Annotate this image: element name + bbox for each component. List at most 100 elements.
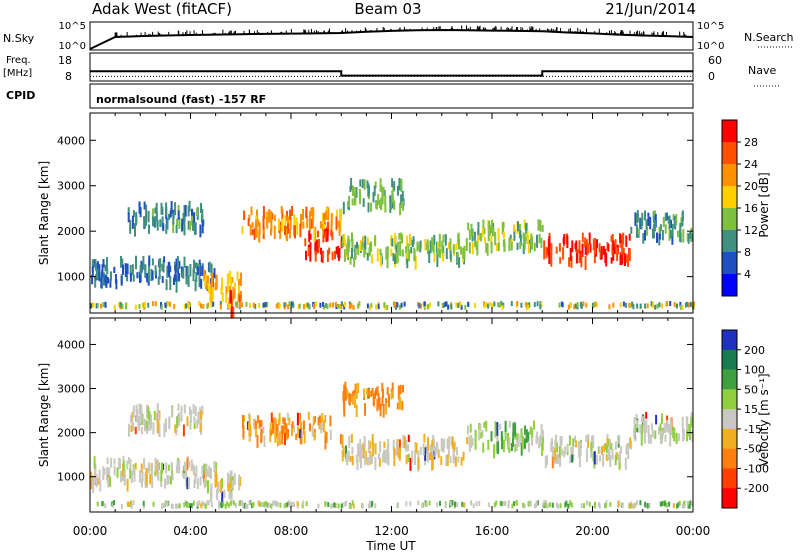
data-cell: [424, 447, 427, 461]
ground-scatter-cell: [219, 304, 222, 310]
ground-scatter-cell: [384, 304, 387, 310]
data-cell: [227, 483, 230, 492]
ground-scatter-cell: [636, 303, 639, 309]
ground-scatter-cell: [235, 301, 237, 307]
ground-scatter-cell: [348, 301, 351, 307]
ground-scatter-cell: [632, 304, 635, 310]
data-cell: [650, 423, 653, 431]
ground-scatter-cell: [202, 303, 205, 309]
data-cell: [517, 433, 520, 447]
data-cell: [142, 256, 145, 270]
data-cell: [143, 418, 146, 432]
data-cell: [559, 436, 562, 446]
data-cell: [579, 250, 582, 264]
data-cell: [231, 295, 234, 303]
data-cell: [287, 216, 290, 230]
data-cell: [528, 243, 530, 254]
ground-scatter-cell: [270, 503, 273, 509]
ground-scatter-cell: [497, 302, 500, 308]
data-cell: [213, 461, 216, 472]
data-cell: [380, 202, 383, 211]
data-cell: [159, 219, 162, 227]
data-cell: [189, 420, 192, 430]
data-cell: [221, 277, 224, 292]
ground-scatter-cell: [152, 501, 155, 507]
data-cell: [490, 235, 493, 247]
data-cell: [571, 240, 574, 253]
ground-scatter-cell: [266, 502, 269, 508]
data-cell: [270, 222, 273, 233]
data-cell: [504, 426, 507, 441]
data-cell: [568, 435, 571, 446]
data-cell: [363, 241, 366, 250]
data-cell: [598, 446, 601, 454]
ground-scatter-cell: [467, 301, 470, 307]
velocity-colorbar-tick-label: 50: [744, 383, 758, 396]
data-cell: [342, 391, 345, 402]
velocity-colorbar-tick-label: 15: [744, 403, 758, 416]
data-cell: [679, 223, 682, 234]
data-cell: [132, 274, 135, 282]
data-cell: [350, 433, 353, 443]
data-cell: [187, 275, 190, 287]
velocity-colorbar-tick-label: 200: [744, 344, 765, 357]
ground-scatter-cell: [229, 500, 232, 506]
ground-scatter-cell: [249, 302, 252, 308]
ground-scatter-cell: [541, 502, 544, 508]
data-cell: [274, 417, 277, 431]
data-cell: [204, 278, 207, 287]
data-cell: [258, 222, 261, 235]
ground-scatter-cell: [461, 501, 464, 507]
data-cell: [135, 404, 138, 413]
ground-scatter-cell: [138, 303, 141, 309]
data-cell: [478, 422, 481, 430]
data-cell: [689, 232, 692, 239]
data-cell: [342, 234, 344, 248]
ground-scatter-cell: [330, 503, 333, 509]
ground-scatter-cell: [679, 301, 682, 307]
data-cell: [433, 234, 436, 245]
freq-trace: [90, 70, 693, 77]
data-cell: [319, 221, 322, 229]
ground-scatter-cell: [120, 503, 123, 509]
ground-scatter-cell: [673, 302, 676, 308]
data-cell: [104, 275, 107, 283]
data-cell: [341, 434, 344, 448]
data-cell: [353, 257, 356, 268]
ground-scatter-cell: [200, 303, 202, 309]
data-cell: [154, 265, 157, 276]
ground-scatter-cell: [183, 304, 186, 310]
data-cell: [486, 242, 489, 256]
data-cell: [356, 241, 358, 249]
data-cell: [468, 229, 471, 241]
data-cell: [649, 216, 652, 230]
data-cell: [351, 455, 354, 466]
ground-scatter-cell: [258, 303, 261, 309]
data-cell: [183, 404, 186, 414]
data-cell: [338, 222, 341, 237]
data-cell: [304, 238, 307, 247]
data-cell: [322, 420, 325, 433]
ground-scatter-cell: [243, 503, 246, 509]
ground-scatter-cell: [588, 501, 591, 507]
data-cell: [175, 425, 178, 436]
data-cell: [103, 272, 105, 286]
data-cell: [651, 429, 654, 438]
ground-scatter-cell: [631, 301, 634, 307]
data-cell: [240, 272, 242, 286]
data-cell: [345, 445, 347, 459]
data-cell: [215, 490, 218, 498]
data-cell: [161, 216, 164, 228]
ground-scatter-cell: [560, 301, 563, 307]
data-cell: [644, 230, 646, 241]
data-cell: [374, 235, 377, 247]
data-cell: [389, 199, 392, 213]
data-cell: [278, 431, 281, 446]
data-cell: [602, 246, 605, 255]
data-cell: [299, 223, 302, 238]
ground-scatter-cell: [351, 500, 354, 506]
ground-scatter-cell: [630, 303, 632, 309]
data-cell: [622, 247, 625, 256]
data-cell: [452, 447, 455, 459]
ground-scatter-cell: [516, 301, 519, 307]
